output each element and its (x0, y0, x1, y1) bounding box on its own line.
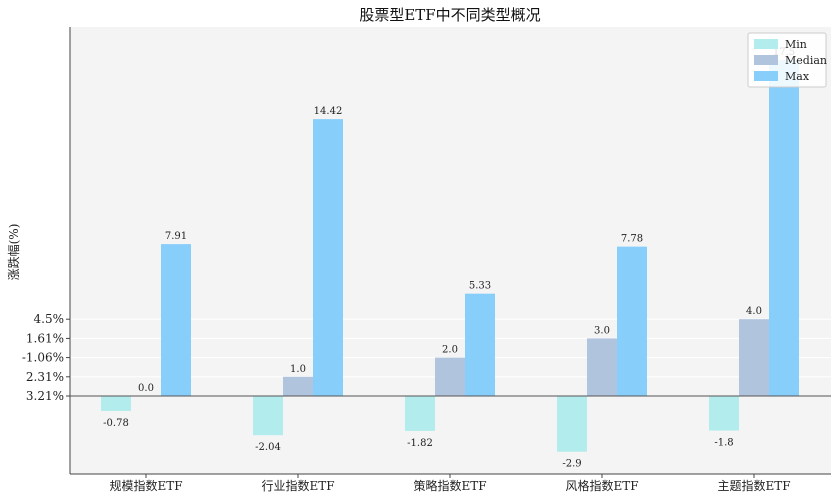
chart-title: 股票型ETF中不同类型概况 (359, 6, 540, 24)
bar-median (739, 319, 769, 396)
y-tick-label: 3.21% (26, 389, 64, 403)
bar-max (465, 293, 495, 396)
data-label: 1.0 (290, 364, 306, 375)
data-label: -1.82 (407, 438, 433, 449)
bar-max (313, 119, 343, 397)
x-tick-label: 策略指数ETF (413, 478, 486, 493)
bars (101, 60, 799, 452)
data-label: -0.78 (103, 418, 129, 429)
y-tick-labels: 3.21% 2.31% -1.06% 1.61% 4.5% (22, 312, 64, 403)
plot-area (70, 27, 831, 474)
axes (66, 27, 831, 478)
bar-min (253, 396, 283, 436)
legend-label-min: Min (785, 38, 807, 51)
x-tick-label: 规模指数ETF (109, 478, 182, 493)
bar-min (101, 396, 131, 411)
data-label: 3.0 (594, 325, 610, 336)
data-label: 4.0 (746, 306, 762, 317)
data-label: -1.8 (714, 438, 733, 449)
x-tick-label: 风格指数ETF (565, 478, 638, 493)
legend: Min Median Max (747, 32, 827, 88)
legend-label-max: Max (785, 70, 810, 83)
bar-min (405, 396, 435, 431)
y-tick-label: -1.06% (22, 351, 64, 365)
bar-median (435, 357, 465, 396)
data-label: -2.9 (562, 459, 581, 470)
x-tick-label: 行业指数ETF (261, 478, 334, 493)
x-tick-labels: 规模指数ETF 行业指数ETF 策略指数ETF 风格指数ETF 主题指数ETF (109, 478, 790, 493)
data-label: -2.04 (255, 442, 281, 453)
data-label: 5.33 (469, 281, 491, 292)
x-tick-label: 主题指数ETF (717, 478, 790, 493)
data-label: 7.78 (621, 234, 643, 245)
data-label: 0.0 (138, 383, 154, 394)
y-axis-label: 涨跌幅(%) (6, 224, 21, 281)
y-tick-label: 1.61% (26, 331, 64, 345)
bar-median (283, 376, 313, 396)
data-label: 14.42 (314, 106, 343, 117)
bar-median (587, 338, 617, 396)
y-tick-label: 2.31% (26, 370, 64, 384)
bar-min (557, 396, 587, 452)
bar-max (769, 60, 799, 396)
data-label: 7.91 (165, 231, 187, 242)
bar-max (161, 244, 191, 396)
legend-swatch-max (754, 71, 778, 81)
legend-label-median: Median (785, 54, 827, 67)
bar-max (617, 246, 647, 396)
legend-swatch-min (754, 39, 778, 49)
y-tick-label: 4.5% (34, 312, 65, 326)
data-label: 2.0 (442, 345, 458, 356)
bar-min (709, 396, 739, 431)
legend-swatch-median (754, 55, 778, 65)
